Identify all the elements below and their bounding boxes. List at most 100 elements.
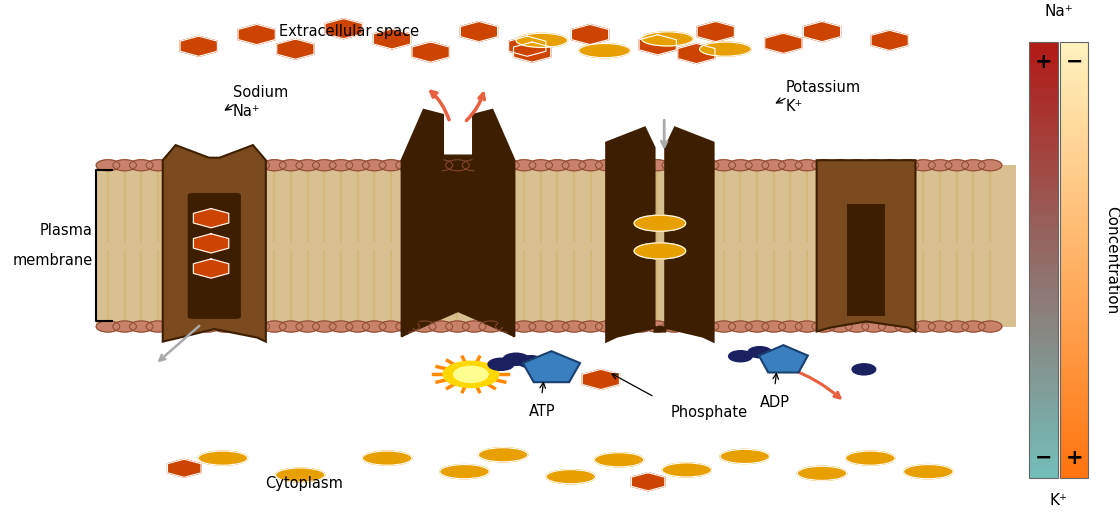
FancyBboxPatch shape xyxy=(1029,421,1057,423)
Polygon shape xyxy=(180,36,217,56)
Circle shape xyxy=(596,160,619,171)
FancyBboxPatch shape xyxy=(1060,439,1089,441)
FancyBboxPatch shape xyxy=(1060,231,1089,233)
Polygon shape xyxy=(640,35,676,55)
FancyBboxPatch shape xyxy=(1060,72,1089,74)
FancyBboxPatch shape xyxy=(1060,53,1089,55)
FancyBboxPatch shape xyxy=(1060,262,1089,264)
FancyBboxPatch shape xyxy=(1060,462,1089,465)
FancyBboxPatch shape xyxy=(1029,299,1057,301)
FancyBboxPatch shape xyxy=(1060,247,1089,249)
FancyBboxPatch shape xyxy=(1029,81,1057,83)
FancyBboxPatch shape xyxy=(1060,347,1089,349)
Circle shape xyxy=(296,321,319,332)
FancyBboxPatch shape xyxy=(1060,123,1089,125)
Circle shape xyxy=(829,321,852,332)
FancyBboxPatch shape xyxy=(1060,170,1089,172)
FancyBboxPatch shape xyxy=(1029,306,1057,308)
FancyBboxPatch shape xyxy=(1029,260,1057,262)
FancyBboxPatch shape xyxy=(1029,327,1057,329)
FancyBboxPatch shape xyxy=(1060,57,1089,59)
FancyBboxPatch shape xyxy=(1029,233,1057,236)
FancyBboxPatch shape xyxy=(1029,273,1057,275)
Circle shape xyxy=(762,321,785,332)
FancyBboxPatch shape xyxy=(1029,212,1057,214)
FancyBboxPatch shape xyxy=(1060,190,1089,192)
FancyBboxPatch shape xyxy=(1060,371,1089,373)
FancyBboxPatch shape xyxy=(1029,227,1057,229)
FancyBboxPatch shape xyxy=(1029,334,1057,336)
Circle shape xyxy=(363,160,386,171)
FancyBboxPatch shape xyxy=(1029,371,1057,373)
FancyBboxPatch shape xyxy=(1029,236,1057,238)
FancyBboxPatch shape xyxy=(1029,175,1057,177)
Circle shape xyxy=(696,321,719,332)
Circle shape xyxy=(662,160,685,171)
FancyBboxPatch shape xyxy=(1060,68,1089,70)
Circle shape xyxy=(113,160,137,171)
FancyBboxPatch shape xyxy=(1060,288,1089,290)
FancyBboxPatch shape xyxy=(1060,42,1089,44)
Circle shape xyxy=(162,321,186,332)
Circle shape xyxy=(613,160,636,171)
Circle shape xyxy=(444,361,498,387)
FancyBboxPatch shape xyxy=(1060,221,1089,223)
FancyBboxPatch shape xyxy=(1060,184,1089,186)
FancyBboxPatch shape xyxy=(1029,53,1057,55)
Circle shape xyxy=(545,321,569,332)
FancyBboxPatch shape xyxy=(1029,436,1057,439)
FancyBboxPatch shape xyxy=(1029,68,1057,70)
FancyBboxPatch shape xyxy=(1029,192,1057,194)
FancyBboxPatch shape xyxy=(1060,107,1089,109)
FancyBboxPatch shape xyxy=(1060,175,1089,177)
Circle shape xyxy=(230,160,253,171)
FancyBboxPatch shape xyxy=(1060,280,1089,282)
FancyBboxPatch shape xyxy=(1060,299,1089,301)
FancyBboxPatch shape xyxy=(1029,275,1057,277)
FancyBboxPatch shape xyxy=(1060,310,1089,312)
FancyBboxPatch shape xyxy=(1029,353,1057,356)
FancyBboxPatch shape xyxy=(1029,153,1057,155)
FancyBboxPatch shape xyxy=(1029,201,1057,203)
FancyBboxPatch shape xyxy=(1029,373,1057,375)
FancyBboxPatch shape xyxy=(1029,340,1057,343)
Circle shape xyxy=(778,160,802,171)
FancyBboxPatch shape xyxy=(1029,451,1057,453)
Circle shape xyxy=(729,351,753,362)
FancyBboxPatch shape xyxy=(1060,103,1089,105)
FancyBboxPatch shape xyxy=(1060,415,1089,417)
FancyBboxPatch shape xyxy=(1060,155,1089,157)
Circle shape xyxy=(628,160,652,171)
FancyBboxPatch shape xyxy=(1060,129,1089,131)
FancyBboxPatch shape xyxy=(1060,114,1089,116)
FancyBboxPatch shape xyxy=(1060,399,1089,401)
FancyBboxPatch shape xyxy=(1029,253,1057,255)
FancyBboxPatch shape xyxy=(1060,382,1089,384)
Circle shape xyxy=(346,160,370,171)
FancyBboxPatch shape xyxy=(1029,162,1057,164)
FancyBboxPatch shape xyxy=(1060,268,1089,271)
Circle shape xyxy=(745,160,768,171)
FancyBboxPatch shape xyxy=(1029,188,1057,190)
FancyBboxPatch shape xyxy=(1060,242,1089,245)
FancyBboxPatch shape xyxy=(1029,94,1057,96)
FancyBboxPatch shape xyxy=(1060,282,1089,284)
FancyBboxPatch shape xyxy=(1060,271,1089,273)
FancyBboxPatch shape xyxy=(1029,290,1057,292)
FancyBboxPatch shape xyxy=(1029,135,1057,137)
Ellipse shape xyxy=(662,463,711,477)
FancyBboxPatch shape xyxy=(1060,443,1089,445)
FancyBboxPatch shape xyxy=(1060,70,1089,72)
FancyBboxPatch shape xyxy=(1060,264,1089,266)
Text: +: + xyxy=(1065,447,1083,467)
FancyBboxPatch shape xyxy=(1029,439,1057,441)
FancyBboxPatch shape xyxy=(1060,353,1089,356)
FancyBboxPatch shape xyxy=(1029,423,1057,425)
FancyBboxPatch shape xyxy=(96,165,1016,326)
FancyBboxPatch shape xyxy=(1029,157,1057,160)
FancyBboxPatch shape xyxy=(1029,83,1057,85)
FancyBboxPatch shape xyxy=(1029,434,1057,436)
FancyBboxPatch shape xyxy=(1060,96,1089,98)
Circle shape xyxy=(978,321,1002,332)
FancyBboxPatch shape xyxy=(1029,286,1057,288)
